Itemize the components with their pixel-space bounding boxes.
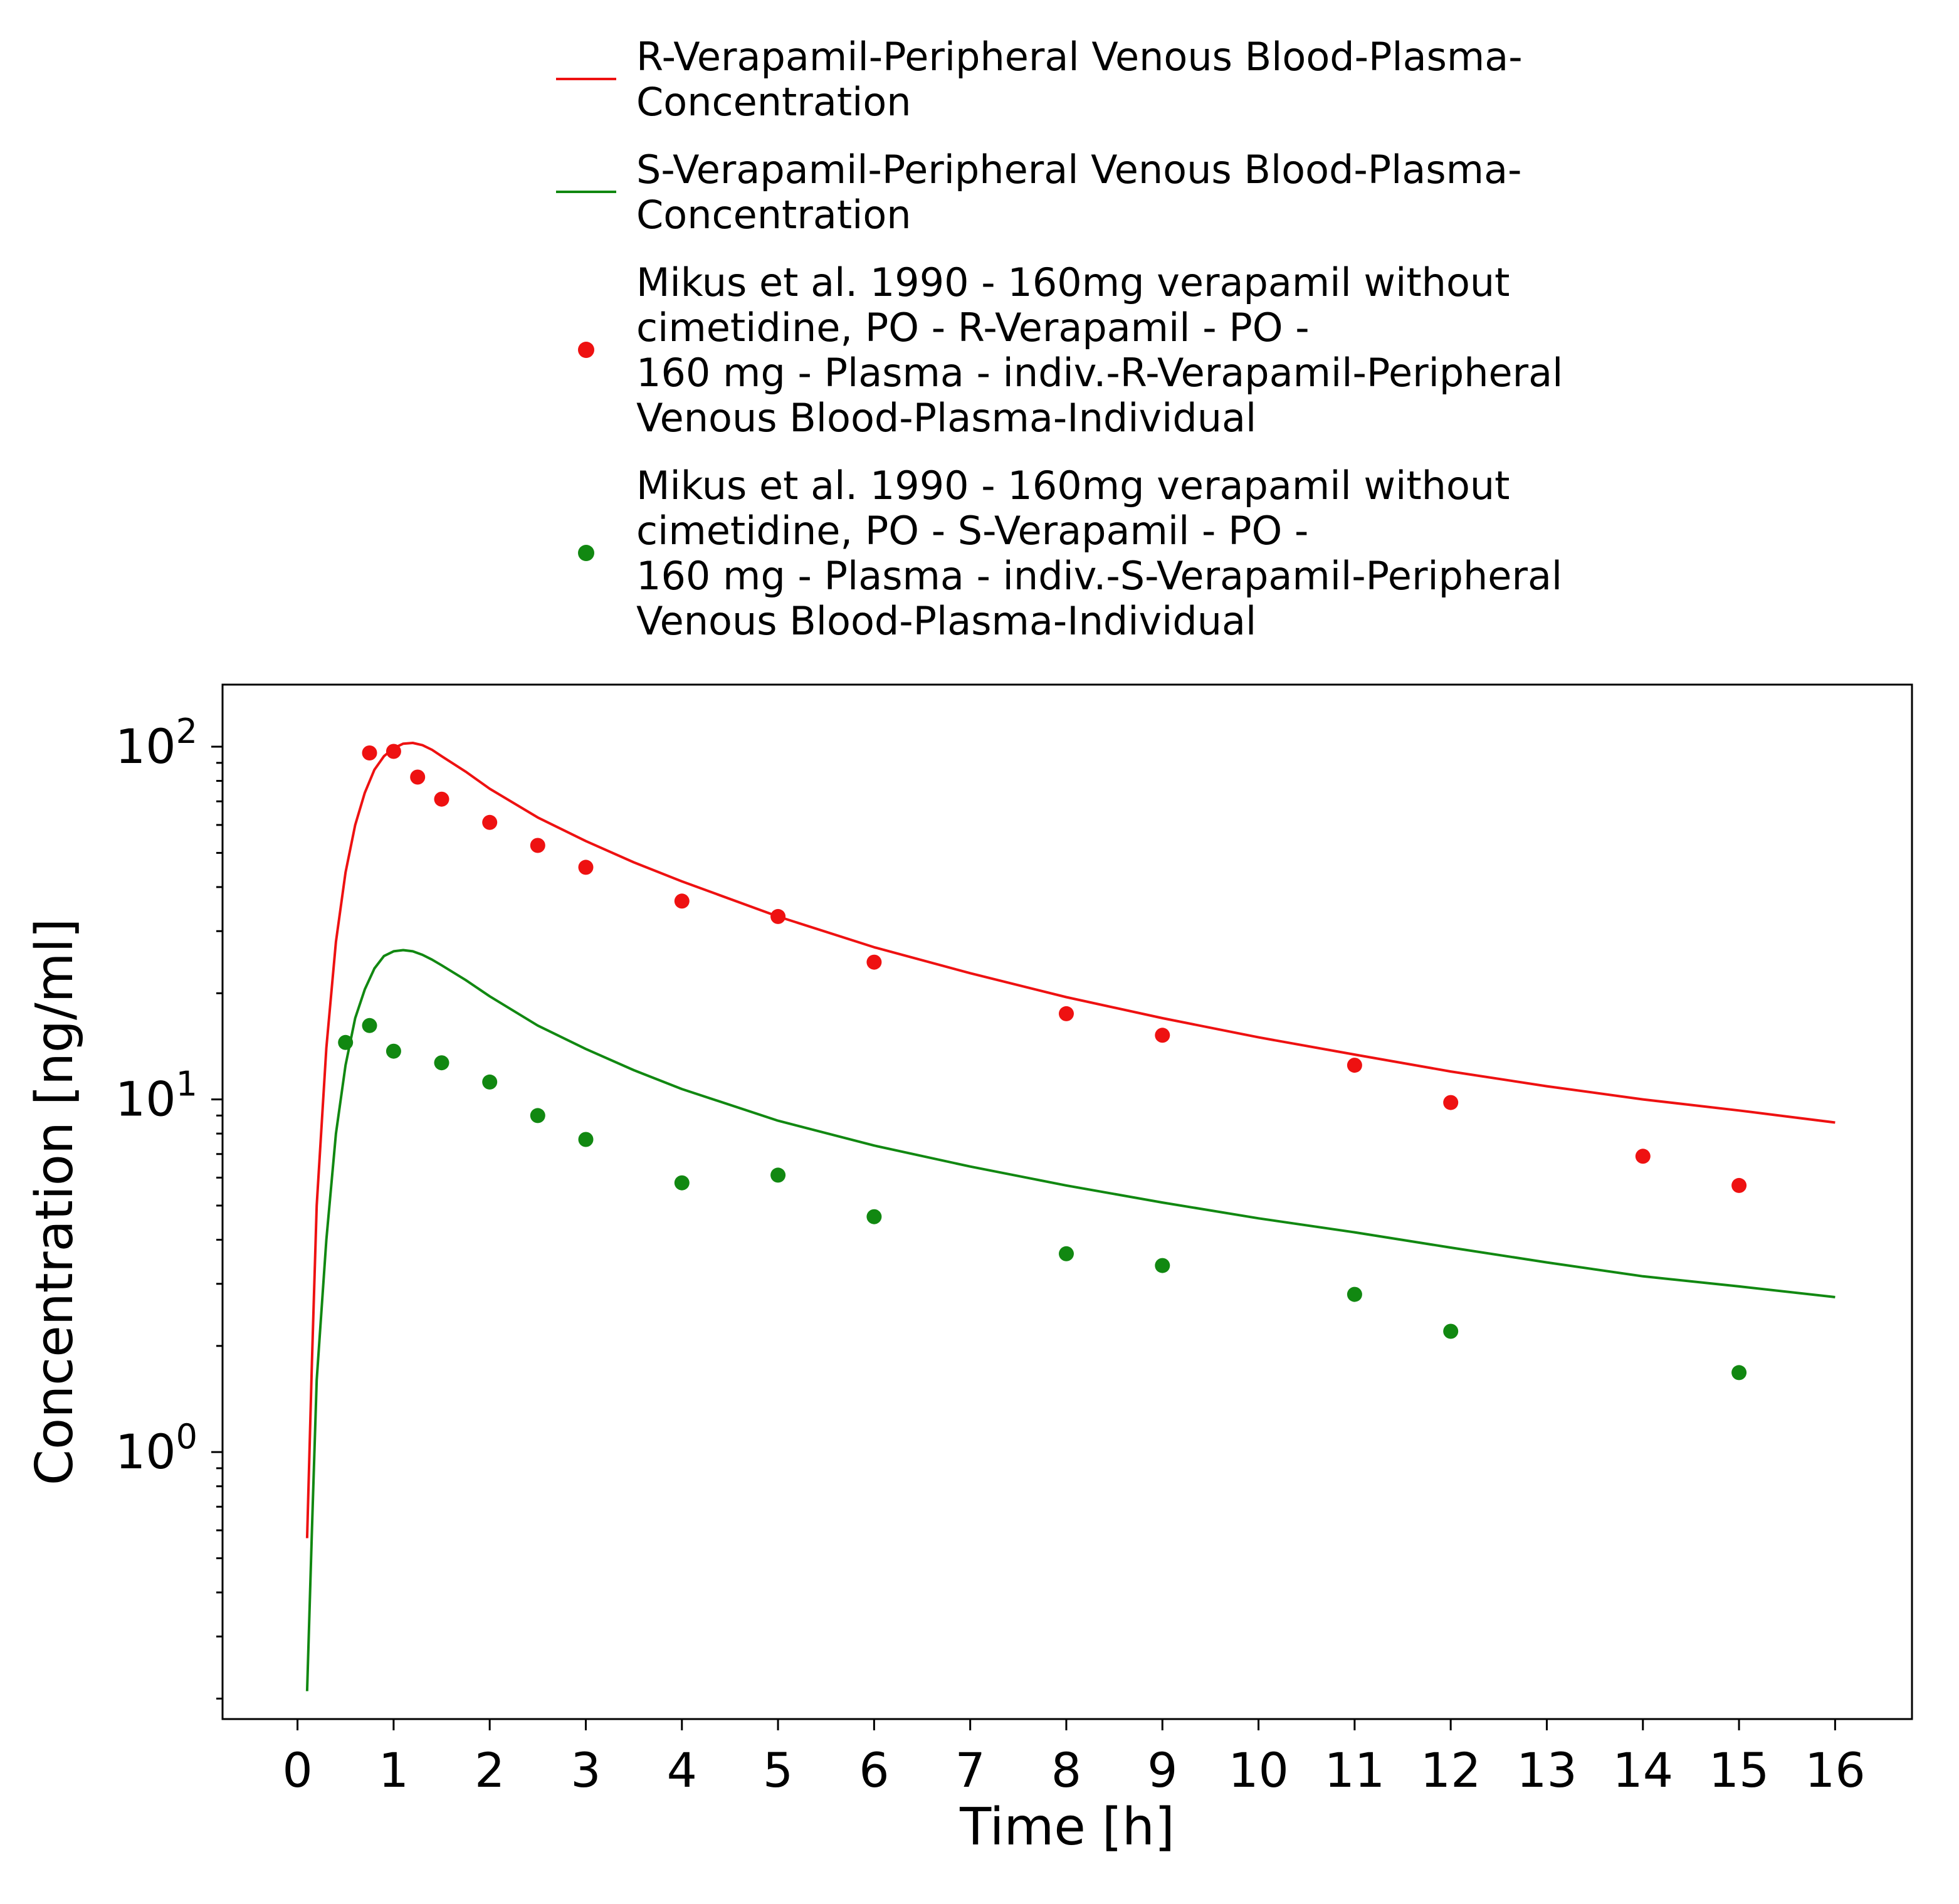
x-tick-label: 15 [1709,1742,1770,1798]
x-tick-label: 14 [1612,1742,1673,1798]
legend-label: 160 mg - Plasma - indiv.-S-Verapamil-Per… [636,553,1562,599]
data-point [1155,1258,1170,1273]
series-line-1 [305,949,1836,1691]
data-point [1059,1246,1074,1261]
x-tick-label: 5 [763,1742,793,1798]
data-point [674,893,690,909]
data-point [362,1018,377,1033]
plot-area [221,683,1913,1720]
legend-label: 160 mg - Plasma - indiv.-R-Verapamil-Per… [636,350,1563,396]
data-point [1347,1286,1362,1302]
data-point [530,838,545,853]
data-point [434,1055,449,1071]
x-tick-label: 13 [1516,1742,1577,1798]
x-axis: 0 1 2 3 4 5 6 7 8 9 10 11 12 13 14 15 16 [282,1719,1866,1798]
legend-label: Concentration [636,192,911,238]
x-tick-label: 11 [1325,1742,1385,1798]
data-point [770,1167,786,1183]
x-axis-label: Time [h] [959,1797,1175,1857]
legend-marker-swatch [578,545,594,561]
data-point [1731,1365,1747,1381]
data-point [578,1132,594,1147]
legend-label: R-Verapamil-Peripheral Venous Blood-Plas… [636,34,1523,80]
legend-label: cimetidine, PO - S-Verapamil - PO - [636,508,1308,554]
data-point [530,1108,545,1123]
data-point [434,791,449,807]
y-axis-label: Concentration [ng/ml] [25,918,85,1485]
x-tick-label: 4 [667,1742,697,1798]
y-axis: 100 101 102 [115,712,223,1700]
data-point [1155,1028,1170,1043]
legend-label: S-Verapamil-Peripheral Venous Blood-Plas… [636,147,1521,192]
legend-marker-swatch [578,342,594,358]
x-tick-label: 9 [1147,1742,1177,1798]
data-point [866,1209,882,1224]
legend-label: Concentration [636,79,911,125]
x-tick-label: 10 [1228,1742,1289,1798]
data-point [1347,1058,1362,1073]
series-layer [305,742,1836,1691]
data-point [1443,1323,1459,1339]
legend-label: Mikus et al. 1990 - 160mg verapamil with… [636,260,1510,305]
y-tick-label: 100 [115,1417,197,1480]
data-point [1635,1149,1651,1164]
legend-label: Venous Blood-Plasma-Individual [636,395,1256,441]
x-tick-label: 12 [1421,1742,1481,1798]
y-tick-label: 101 [115,1065,197,1127]
data-point [482,1074,498,1090]
data-point [1731,1177,1747,1193]
data-point [386,1043,401,1059]
x-tick-label: 1 [379,1742,409,1798]
data-point [410,769,426,785]
y-tick-label: 102 [115,712,197,774]
data-point [338,1034,354,1050]
data-point [866,954,882,970]
data-point [674,1175,690,1191]
x-tick-label: 8 [1051,1742,1081,1798]
x-tick-label: 7 [955,1742,985,1798]
x-tick-label: 3 [570,1742,601,1798]
legend-label: Mikus et al. 1990 - 160mg verapamil with… [636,463,1510,508]
x-tick-label: 2 [475,1742,505,1798]
data-point [482,814,498,830]
x-tick-label: 16 [1805,1742,1866,1798]
x-tick-label: 0 [282,1742,312,1798]
legend-label: cimetidine, PO - R-Verapamil - PO - [636,305,1310,350]
data-point [770,908,786,924]
legend: R-Verapamil-Peripheral Venous Blood-Plas… [556,34,1563,644]
data-point [362,745,377,760]
data-point [386,744,401,759]
x-tick-label: 6 [859,1742,889,1798]
series-line-0 [305,742,1836,1538]
data-point [1059,1006,1074,1021]
legend-label: Venous Blood-Plasma-Individual [636,598,1256,644]
data-point [578,860,594,875]
data-point [1443,1095,1459,1110]
